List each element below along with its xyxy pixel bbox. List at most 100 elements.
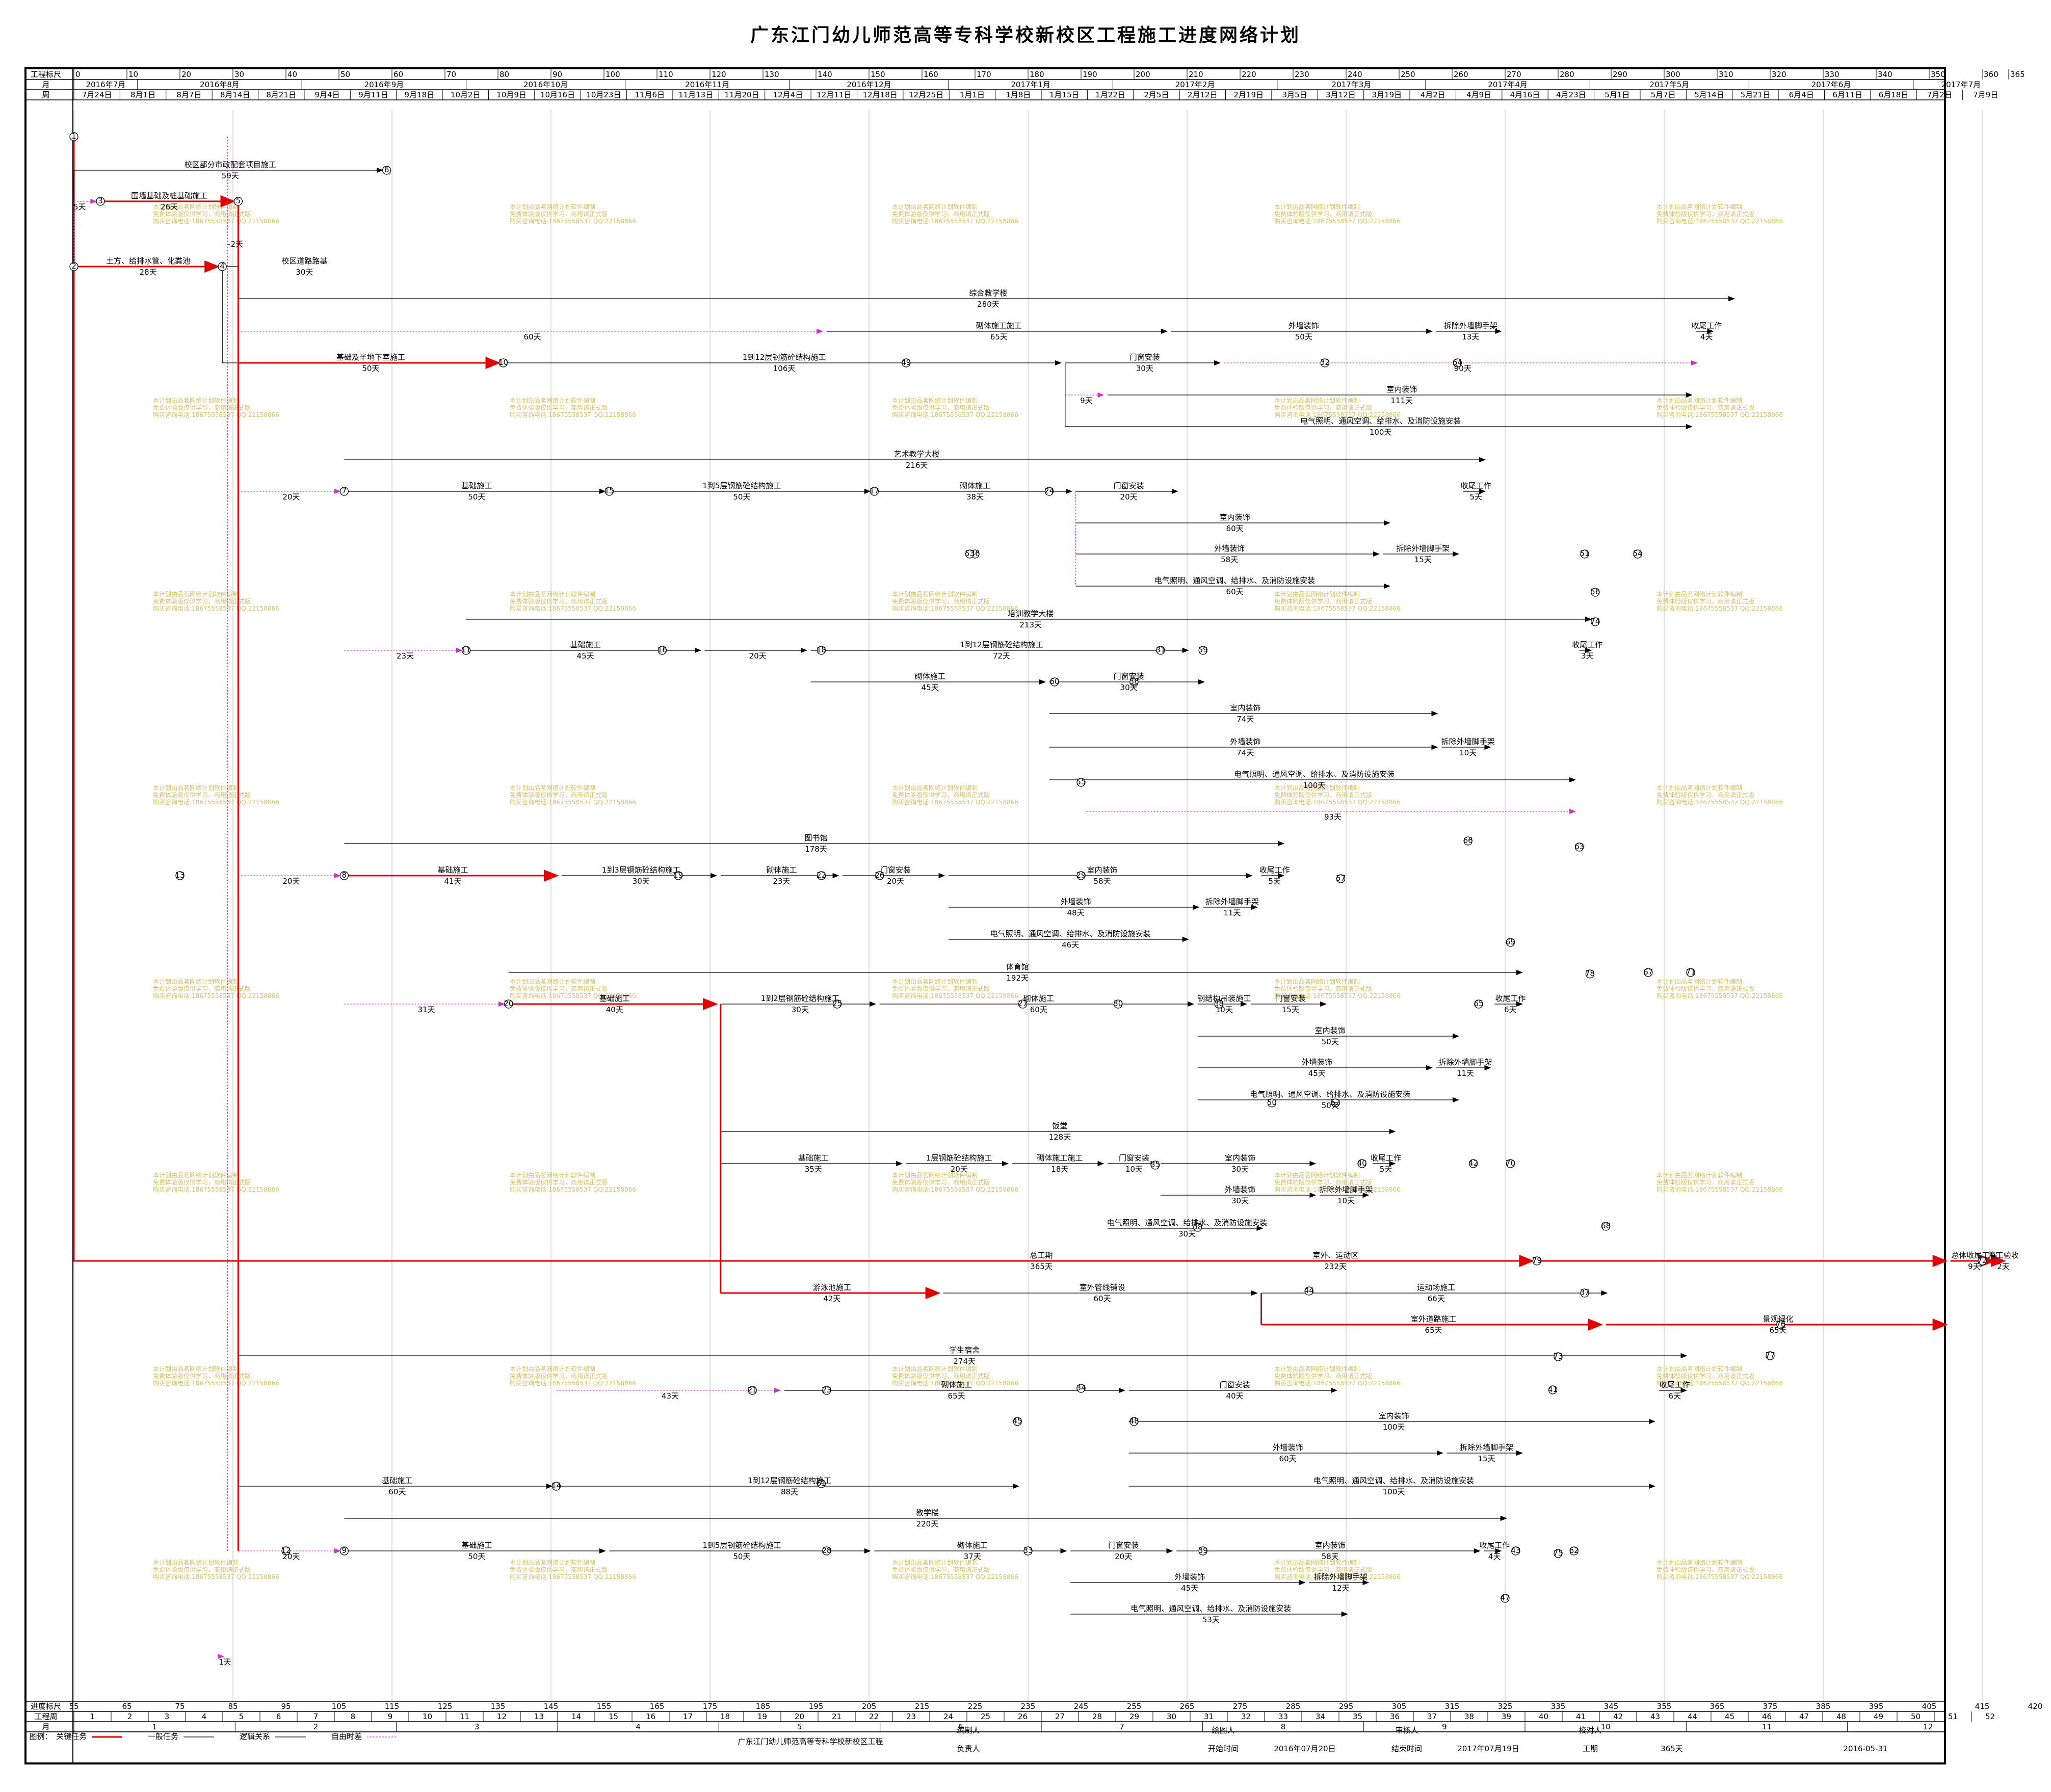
task-duration: 50天 (733, 492, 750, 502)
task-duration: 20天 (1115, 1552, 1132, 1561)
footer-week-label: 17 (683, 1712, 693, 1721)
event-node (1585, 969, 1595, 979)
task-duration: 74天 (1237, 748, 1254, 757)
task-name: 门窗安装 (1114, 481, 1144, 490)
scale-label: 130 (765, 70, 779, 79)
task-duration: 66天 (1428, 1294, 1445, 1303)
header-row-label: 周 (42, 90, 49, 99)
header-row-label: 工程标尺 (31, 70, 61, 79)
watermark-text: 购买咨询电话:18675558537 QQ:22158866 (510, 1573, 636, 1580)
month-label: 2016年9月 (364, 80, 404, 89)
progress-label: 285 (1286, 1702, 1301, 1711)
event-node (817, 871, 826, 880)
info-field-value: 2016-05-31 (1843, 1744, 1887, 1753)
task-duration: 58天 (1221, 555, 1238, 564)
scale-label: 180 (1030, 70, 1044, 79)
progress-label: 245 (1074, 1702, 1089, 1711)
watermark-text: 免费体验版仅供学习，商用请正式版 (1656, 1178, 1754, 1186)
progress-label: 135 (491, 1702, 506, 1711)
watermark-text: 本计划由品茗网络计划软件编制 (1274, 1365, 1360, 1373)
progress-label: 420 (2028, 1702, 2043, 1711)
progress-label: 255 (1127, 1702, 1142, 1711)
watermark-text: 免费体验版仅供学习，商用请正式版 (1656, 210, 1754, 218)
scale-label: 220 (1242, 70, 1256, 79)
task-duration: 20天 (282, 877, 300, 886)
task-duration: 58天 (1094, 877, 1111, 886)
task-name: 拆除外墙脚手架 (1319, 1185, 1373, 1194)
event-node (1453, 358, 1462, 367)
task-duration: 128天 (1049, 1132, 1071, 1142)
event-node (1044, 487, 1054, 496)
task-name: 校区部分市政配套项目施工 (185, 160, 276, 169)
watermark-text: 本计划由品茗网络计划软件编制 (153, 1365, 239, 1373)
task-name: 电气照明、通风空调、给排水、及消防设施安装 (1154, 576, 1315, 585)
event-node (1506, 938, 1515, 947)
footer-week-label: 41 (1576, 1712, 1586, 1721)
event-node-number: 79 (1532, 1256, 1542, 1265)
task-duration: 90天 (1454, 364, 1471, 373)
event-node-number: 35 (1150, 1160, 1160, 1169)
progress-label: 65 (122, 1702, 132, 1711)
event-node-number: 67 (1643, 967, 1653, 977)
event-node-number: 54 (1633, 549, 1642, 558)
info-field-value: 2016年07月20日 (1274, 1744, 1335, 1753)
watermark-text: 免费体验版仅供学习，商用请正式版 (510, 597, 608, 605)
watermark-text: 购买咨询电话:18675558537 QQ:22158866 (153, 1573, 279, 1580)
footer-week-label: 12 (497, 1712, 507, 1721)
footer-week-label: 31 (1204, 1712, 1214, 1721)
week-label: 1月8日 (1006, 90, 1031, 99)
task-name: 电气照明、通风空调、给排水、及消防设施安装 (1313, 1476, 1474, 1485)
event-node (1580, 549, 1589, 559)
event-node (1050, 677, 1059, 687)
event-node (1474, 999, 1483, 1009)
event-node-number: 71 (1686, 967, 1695, 977)
progress-label: 375 (1763, 1702, 1778, 1711)
footer-week-label: 23 (906, 1712, 916, 1721)
task-duration: 74天 (1237, 715, 1254, 724)
event-node-number: 17 (870, 486, 879, 495)
week-label: 11月6日 (635, 90, 665, 99)
event-node-number: 4 (220, 261, 225, 271)
watermark-text: 购买咨询电话:18675558537 QQ:22158866 (1274, 1379, 1401, 1387)
week-label: 7月9日 (1973, 90, 1998, 99)
event-node-number: 14 (551, 1481, 561, 1490)
watermark-text: 购买咨询电话:18675558537 QQ:22158866 (1656, 604, 1783, 612)
scale-label: 0 (75, 70, 81, 79)
progress-label: 195 (809, 1702, 824, 1711)
task-duration: 26天 (161, 202, 178, 212)
task-duration: 100天 (1383, 1422, 1405, 1432)
footer-week-label: 25 (981, 1712, 990, 1721)
scale-label: 320 (1772, 70, 1786, 79)
task-duration: 23天 (773, 877, 790, 886)
watermark-text: 免费体验版仅供学习，商用请正式版 (153, 985, 251, 992)
week-label: 12月4日 (773, 90, 803, 99)
scale-label: 290 (1613, 70, 1627, 79)
task-duration: 280天 (977, 300, 1000, 309)
info-field-label: 负责人 (957, 1744, 980, 1753)
event-node (1633, 549, 1642, 559)
event-node-number: 24 (1044, 486, 1054, 495)
scale-label: 170 (977, 70, 991, 79)
watermark-text: 购买咨询电话:18675558537 QQ:22158866 (892, 604, 1018, 612)
week-label: 5月21日 (1741, 90, 1771, 99)
event-node-number: 41 (1548, 1385, 1558, 1394)
info-field-label: 开始时间 (1208, 1744, 1239, 1753)
project-name: 广东江门幼儿师范高等专科学校新校区工程 (738, 1737, 883, 1746)
footer-week-label: 22 (869, 1712, 879, 1721)
progress-label: 385 (1816, 1702, 1831, 1711)
watermark-text: 免费体验版仅供学习，商用请正式版 (892, 404, 990, 411)
footer-week-label: 11 (460, 1712, 469, 1721)
watermark-text: 免费体验版仅供学习，商用请正式版 (153, 404, 251, 411)
watermark-text: 免费体验版仅供学习，商用请正式版 (153, 210, 251, 218)
task-name: 艺术教学大楼 (894, 450, 940, 459)
event-node (1156, 646, 1165, 655)
event-node-number: 9 (342, 1546, 347, 1555)
event-node (817, 646, 826, 655)
week-label: 7月2日 (1927, 90, 1952, 99)
task-duration: 58天 (1322, 1552, 1339, 1561)
event-node-number: 45 (1013, 1416, 1022, 1426)
progress-label: 265 (1180, 1702, 1195, 1711)
task-duration: 5天 (1470, 492, 1483, 502)
